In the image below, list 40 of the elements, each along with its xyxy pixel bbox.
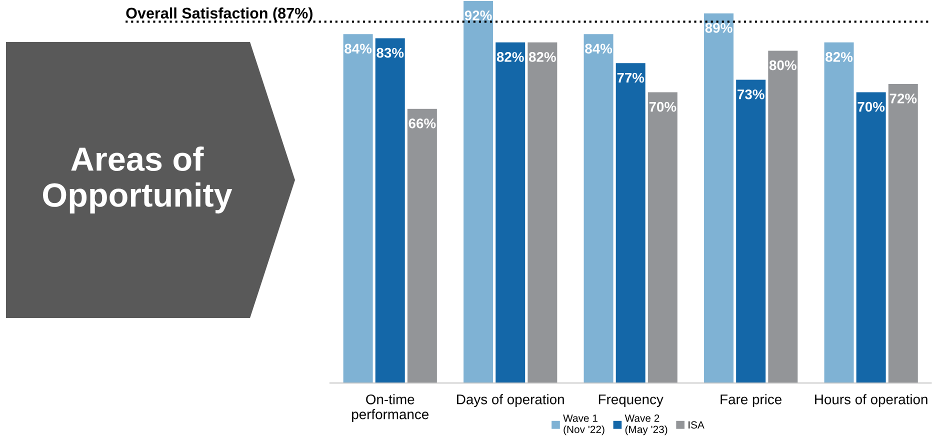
ref-line-label: Overall Satisfaction (87%) xyxy=(126,7,312,22)
x-tick-label: Days of operation xyxy=(457,394,564,408)
bar xyxy=(407,108,437,383)
data-label: 72% xyxy=(890,94,917,104)
bar xyxy=(375,38,405,383)
data-label: 70% xyxy=(649,102,676,112)
x-tick-label: Frequency xyxy=(598,394,664,408)
bar xyxy=(704,13,734,383)
text: Areas of Opportunity xyxy=(43,146,232,214)
bar xyxy=(736,80,766,383)
x-tick-label: Hours of operation xyxy=(815,394,928,408)
bar xyxy=(768,50,798,383)
data-label: 80% xyxy=(769,60,796,70)
legend-label: Wave 1 (Nov '22) xyxy=(563,414,604,436)
bar xyxy=(528,42,558,383)
bar xyxy=(464,0,494,383)
data-label: 82% xyxy=(528,52,556,62)
data-label: 82% xyxy=(496,52,524,62)
data-label: 73% xyxy=(738,89,764,100)
data-label: 70% xyxy=(858,102,885,112)
bar xyxy=(496,42,526,383)
data-label: 92% xyxy=(464,10,492,20)
bar xyxy=(888,84,918,383)
data-label: 84% xyxy=(344,44,372,54)
bar xyxy=(616,63,646,383)
data-label: 82% xyxy=(826,52,853,62)
legend-label: ISA xyxy=(688,421,704,429)
data-label: 84% xyxy=(585,44,612,54)
legend-label: Wave 2 (May '23) xyxy=(624,414,668,436)
data-label: 83% xyxy=(376,48,404,58)
x-tick-label: Fare price xyxy=(720,394,782,408)
data-label: 66% xyxy=(408,118,436,128)
bar xyxy=(584,34,614,383)
bar xyxy=(343,34,373,383)
bar xyxy=(856,92,886,383)
x-tick-label: On-time performance xyxy=(352,394,428,422)
bar xyxy=(824,42,854,383)
data-label: 89% xyxy=(705,22,732,33)
bar xyxy=(648,92,678,383)
data-label: 77% xyxy=(617,72,644,83)
